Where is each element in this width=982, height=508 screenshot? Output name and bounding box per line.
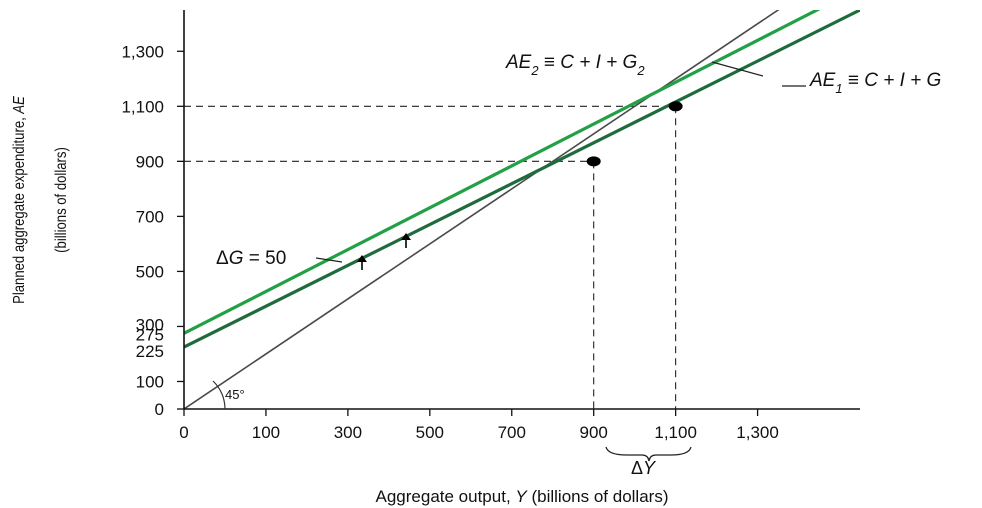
x-axis-title: Aggregate output, Y (billions of dollars… bbox=[376, 487, 669, 506]
y-tick-label: 225 bbox=[136, 342, 164, 361]
y-tick-label: 275 bbox=[136, 325, 164, 344]
y-tick-label: 1,100 bbox=[121, 97, 164, 116]
y-axis-title: Planned aggregate expenditure, AE (billi… bbox=[11, 96, 70, 304]
ae2-line bbox=[184, 10, 821, 335]
delta-g-label: ΔG = 50 bbox=[216, 248, 286, 269]
y-tick-label: 300 bbox=[136, 315, 164, 334]
x-tick-label: 0 bbox=[179, 423, 188, 442]
x-tick-label: 700 bbox=[498, 423, 526, 442]
equilibrium-point-2 bbox=[668, 101, 683, 112]
y-tick-label: 500 bbox=[136, 262, 164, 281]
x-tick-label: 900 bbox=[580, 423, 608, 442]
angle-label: 45° bbox=[225, 387, 245, 402]
delta-y-brace bbox=[605, 446, 692, 462]
y-tick-label: 0 bbox=[155, 400, 164, 419]
angle-arc bbox=[212, 380, 226, 410]
delta-g-leader bbox=[315, 257, 343, 263]
x-tick-label: 1,100 bbox=[654, 423, 697, 442]
series-layer bbox=[184, 10, 860, 409]
x-tick-label: 1,300 bbox=[736, 423, 779, 442]
equilibrium-point-1 bbox=[586, 156, 601, 167]
y-tick-label: 100 bbox=[136, 372, 164, 391]
x-tick-label: 300 bbox=[334, 423, 362, 442]
y-tick-label: 900 bbox=[136, 152, 164, 171]
guide-lines bbox=[184, 105, 677, 409]
shift-arrow-2 bbox=[401, 233, 411, 248]
x-tick-label: 100 bbox=[252, 423, 280, 442]
ae2-leader bbox=[711, 61, 764, 77]
axes bbox=[177, 10, 860, 416]
delta-y-label: ΔY bbox=[631, 458, 657, 478]
y-tick-label: 1,300 bbox=[121, 42, 164, 61]
x-tick-label: 500 bbox=[416, 423, 444, 442]
equilibrium-points bbox=[586, 101, 683, 167]
ae1-line bbox=[184, 10, 860, 349]
line-45-degree bbox=[184, 10, 780, 409]
y-tick-label: 700 bbox=[136, 207, 164, 226]
svg-text:(billions of dollars): (billions of dollars) bbox=[53, 147, 70, 253]
ae1-label: AE1 ≡ C + I + G bbox=[809, 70, 941, 96]
tick-labels: 0 100 300 500 700 900 1,100 1,30001002252753005… bbox=[121, 42, 778, 442]
svg-text:Planned aggregate expenditure,: Planned aggregate expenditure, AE bbox=[11, 96, 28, 304]
shift-arrow-1 bbox=[357, 255, 367, 270]
ae2-label: AE2 ≡ C + I + G2 bbox=[505, 52, 645, 78]
